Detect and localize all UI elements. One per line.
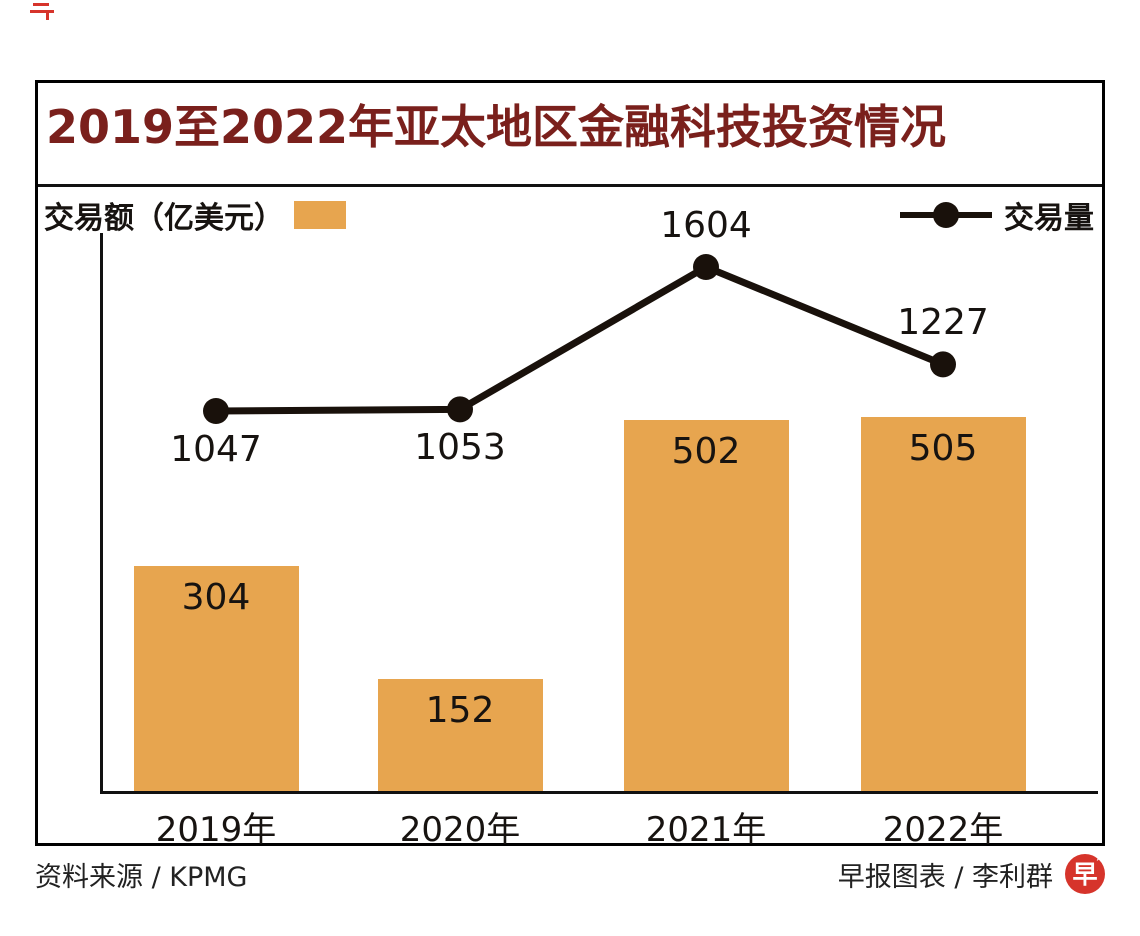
bar-value-label: 152 — [425, 690, 495, 731]
bar-value-label: 304 — [181, 577, 251, 618]
x-axis-label: 2021年 — [645, 810, 767, 850]
zaobao-logo-star: ★ — [1094, 854, 1103, 864]
source-note: 资料来源 / KPMG — [35, 861, 248, 893]
line-legend-swatch — [900, 202, 992, 228]
bar-2022年 — [860, 417, 1026, 791]
legend-line: 交易量 — [898, 193, 1094, 237]
line-value-label: 1053 — [414, 427, 506, 469]
bar-legend-label: 交易额（亿美元） — [44, 201, 284, 236]
credit: 早报图表 / 李利群 早 ★ — [838, 854, 1105, 894]
corner-red-mark — [30, 3, 54, 20]
bar-2021年 — [623, 420, 789, 791]
footer: 资料来源 / KPMG 早报图表 / 李利群 早 ★ — [35, 854, 1105, 894]
bar-legend-swatch — [294, 201, 346, 229]
bar-2019年 — [133, 566, 299, 791]
legend-bar: 交易额（亿美元） — [44, 193, 346, 237]
zaobao-logo: 早 ★ — [1065, 854, 1105, 894]
line-value-label: 1047 — [170, 429, 262, 470]
bar-2020年 — [377, 679, 543, 791]
chart-panel: 2019至2022年亚太地区金融科技投资情况 交易额（亿美元） 交易量 304 1… — [35, 80, 1105, 850]
bar-value-label: 502 — [671, 431, 741, 472]
chart-title: 2019至2022年亚太地区金融科技投资情况 — [46, 100, 947, 154]
plot-area: 304 152 502 505 1047 1053 1604 1227 — [100, 205, 1098, 794]
title-divider — [38, 184, 1102, 187]
line-series — [203, 254, 956, 424]
line-value-label: 1227 — [897, 302, 989, 344]
zaobao-logo-char: 早 — [1072, 859, 1098, 889]
x-axis-label: 2020年 — [399, 810, 521, 850]
x-axis-label: 2019年 — [155, 810, 277, 850]
line-legend-label: 交易量 — [1004, 201, 1094, 236]
x-axis-label: 2022年 — [882, 810, 1004, 850]
credit-note: 早报图表 / 李利群 — [837, 861, 1053, 893]
bar-value-label: 505 — [908, 428, 978, 469]
line-value-label: 1604 — [660, 205, 752, 246]
